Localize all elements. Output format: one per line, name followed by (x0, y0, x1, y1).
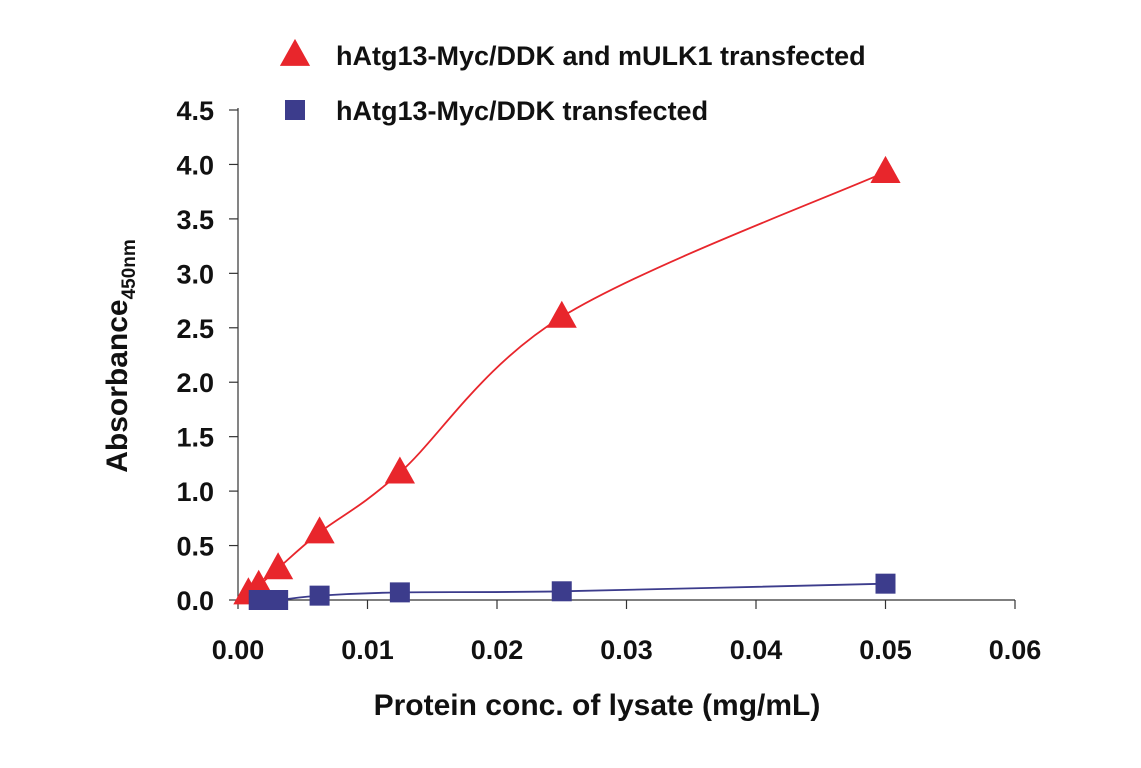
data-markers (233, 155, 901, 610)
legend-label: hAtg13-Myc/DDK and mULK1 transfected (336, 41, 866, 71)
legend-marker-triangle (279, 38, 311, 66)
data-point-triangle (304, 516, 335, 544)
x-tick-label: 0.01 (341, 635, 394, 665)
x-tick-label: 0.04 (730, 635, 783, 665)
y-axis-title: Absorbance450nm (101, 239, 140, 473)
fit-curves (237, 171, 886, 602)
data-point-triangle (384, 456, 415, 484)
data-point-square (248, 590, 269, 610)
data-point-triangle (870, 155, 901, 183)
x-tick-label: 0.06 (989, 635, 1042, 665)
data-point-square (551, 581, 572, 602)
fit-curve-atg13-mulk1 (237, 171, 886, 601)
data-point-square (875, 573, 896, 594)
axes: 0.0 0.5 1.0 1.5 2.0 2.5 3.0 3.5 4.0 4.5 0.00 0.01 0.… (176, 96, 1041, 665)
y-tick-label: 1.5 (176, 423, 214, 453)
y-tick-label: 1.0 (176, 477, 214, 507)
y-axis-title-subscript: 450nm (119, 239, 140, 299)
x-tick-label: 0.00 (212, 635, 265, 665)
x-axis-title: Protein conc. of lysate (mg/mL) (374, 689, 821, 722)
y-tick-label: 2.0 (176, 368, 214, 398)
data-point-triangle (263, 552, 294, 580)
y-tick-label: 4.0 (176, 150, 214, 180)
data-point-square (389, 582, 410, 603)
y-tick-label: 3.0 (176, 259, 214, 289)
y-tick-label: 0.0 (176, 586, 214, 616)
legend-label: hAtg13-Myc/DDK transfected (336, 96, 708, 126)
legend: hAtg13-Myc/DDK and mULK1 transfected hAtg… (279, 38, 866, 126)
x-tick-label: 0.02 (471, 635, 524, 665)
y-tick-label: 3.5 (176, 205, 214, 235)
y-tick-label: 0.5 (176, 532, 214, 562)
y-tick-label: 2.5 (176, 314, 214, 344)
legend-marker-square (285, 100, 305, 120)
y-tick-label: 4.5 (176, 96, 214, 126)
x-tick-label: 0.05 (859, 635, 912, 665)
y-axis-title-main: Absorbance (101, 299, 134, 472)
data-point-square (268, 590, 289, 610)
x-tick-label: 0.03 (600, 635, 653, 665)
data-point-square (309, 585, 330, 606)
data-point-triangle (546, 300, 577, 328)
